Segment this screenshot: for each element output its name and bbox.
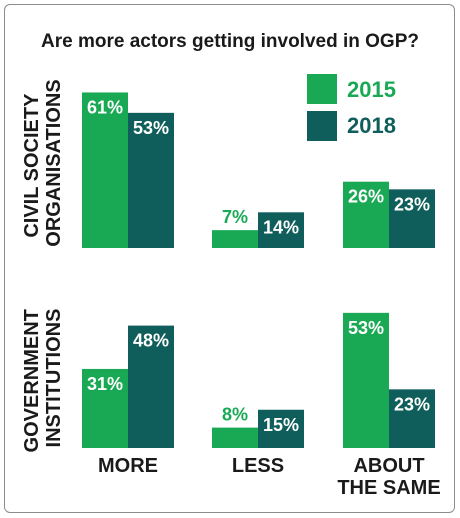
legend-label-2018: 2018 [347,113,396,138]
bar [343,181,389,248]
bar [212,427,258,448]
legend: 2015 2018 [307,74,396,141]
bar [258,409,304,448]
category-label: ABOUT THE SAME [337,455,440,499]
data-label: 23% [394,394,430,414]
panel-label-civil-society: CIVIL SOCIETY ORGANISATIONS [21,79,65,246]
data-label: 31% [87,374,123,394]
bar [389,389,435,448]
legend-swatch-2015 [307,74,337,104]
bar [128,325,174,448]
category-label-line: LESS [232,455,284,477]
bar [389,189,435,248]
legend-label-2015: 2015 [347,77,396,102]
category-label-line: MORE [98,455,158,477]
bar [258,212,304,248]
data-label: 53% [348,318,384,338]
data-label: 23% [394,194,430,214]
data-label: 14% [263,217,299,237]
category-label-line: ABOUT [353,455,424,477]
data-label: 7% [222,207,248,227]
category-label: LESS [232,455,284,477]
data-label: 48% [133,331,169,351]
panel-label-line: INSTITUTIONS [43,309,65,448]
category-label-line: THE SAME [337,477,440,499]
bar [82,368,128,448]
data-label: 8% [222,405,248,425]
chart-title: Are more actors getting involved in OGP? [41,31,419,52]
data-label: 53% [133,118,169,138]
data-label: 61% [87,97,123,117]
data-label: 26% [348,187,384,207]
data-label: 15% [263,415,299,435]
bar [128,112,174,248]
panel-label-line: CIVIL SOCIETY [21,93,43,238]
legend-swatch-2018 [307,111,337,141]
bars-layer: 61% 53% 7% 14% 26% 23% 31% 48% 8% 15% 53% 23% [82,92,435,448]
bar [343,312,389,448]
bar [82,92,128,248]
panel-label-government: GOVERNMENT INSTITUTIONS [21,304,65,453]
panel-label-line: GOVERNMENT [21,309,43,452]
panel-label-line: ORGANISATIONS [43,79,65,246]
category-label: MORE [98,455,158,477]
bar [212,230,258,248]
category-labels: MORE LESS ABOUT THE SAME [98,455,441,499]
